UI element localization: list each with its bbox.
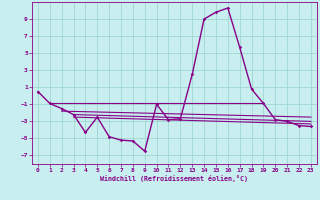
- X-axis label: Windchill (Refroidissement éolien,°C): Windchill (Refroidissement éolien,°C): [100, 175, 248, 182]
